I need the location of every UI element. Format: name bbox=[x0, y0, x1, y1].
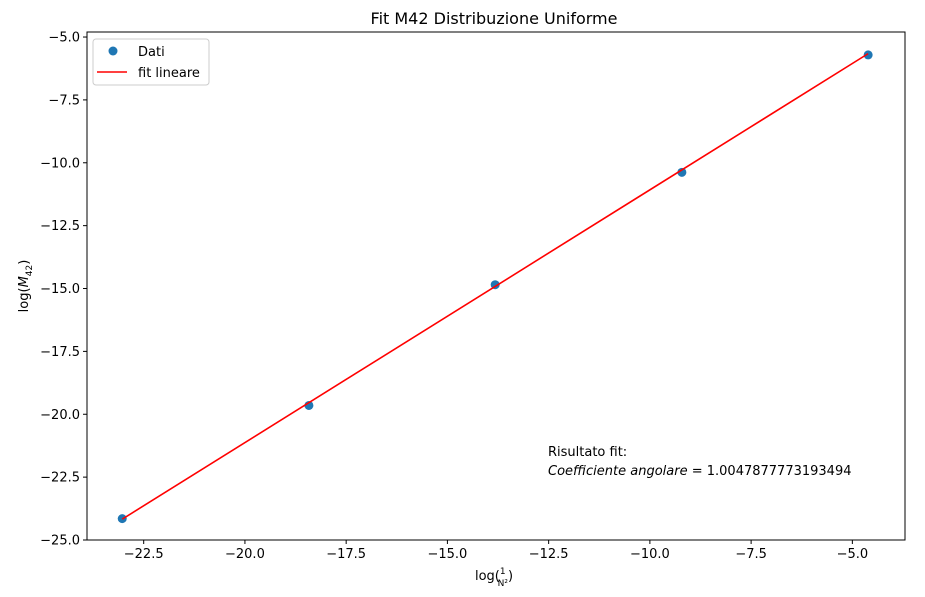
x-axis-label-denominator: N² bbox=[498, 579, 509, 589]
legend-label-fit: fit lineare bbox=[138, 66, 200, 81]
fit-annotation: Risultato fit: Coefficiente angolare = 1… bbox=[548, 445, 852, 479]
plot-frame bbox=[86, 31, 906, 541]
x-axis-label-numerator: 1 bbox=[500, 567, 506, 577]
y-tick-label: −25.0 bbox=[40, 534, 80, 549]
fit-line bbox=[121, 52, 869, 520]
y-axis: −5.0 −7.5 −10.0 −12.5 −15.0 −17.5 −20.0 −22.5 −2… bbox=[40, 31, 87, 549]
y-tick-label: −5.0 bbox=[48, 31, 80, 46]
y-tick-label: −22.5 bbox=[40, 471, 80, 486]
y-tick-label: −15.0 bbox=[40, 282, 80, 297]
x-axis: −22.5 −20.0 −17.5 −15.0 −12.5 −10.0 −7.5 −5.0 bbox=[124, 540, 868, 562]
x-tick-label: −17.5 bbox=[326, 547, 366, 562]
annotation-line1: Risultato fit: bbox=[548, 445, 627, 460]
y-axis-label: log(M42) bbox=[17, 260, 35, 313]
y-tick-label: −10.0 bbox=[40, 156, 80, 171]
data-point bbox=[677, 167, 687, 177]
y-tick-label: −7.5 bbox=[48, 93, 80, 108]
annotation-line2: Coefficiente angolare = 1.00478777731934… bbox=[548, 464, 852, 479]
y-tick-label: −12.5 bbox=[40, 219, 80, 234]
legend-box bbox=[92, 38, 210, 86]
y-tick-label: −17.5 bbox=[40, 345, 80, 360]
x-tick-label: −10.0 bbox=[630, 547, 670, 562]
x-tick-label: −20.0 bbox=[225, 547, 265, 562]
chart-title: Fit M42 Distribuzione Uniforme bbox=[371, 9, 618, 28]
data-point bbox=[863, 50, 873, 60]
legend-marker-dati bbox=[108, 46, 118, 56]
y-tick-label: −20.0 bbox=[40, 408, 80, 423]
annotation-coefficient-label: Coefficiente angolare bbox=[548, 464, 688, 479]
x-tick-label: −7.5 bbox=[735, 547, 767, 562]
x-tick-label: −5.0 bbox=[837, 547, 869, 562]
series-layer bbox=[117, 50, 873, 524]
x-tick-label: −12.5 bbox=[529, 547, 569, 562]
y-axis-label-symbol: M bbox=[17, 276, 32, 287]
x-axis-label-prefix: log( bbox=[475, 569, 500, 584]
y-axis-label-subscript: 42 bbox=[25, 265, 35, 276]
x-tick-label: −15.0 bbox=[427, 547, 467, 562]
y-axis-label-suffix: ) bbox=[17, 260, 32, 265]
x-tick-label: −22.5 bbox=[124, 547, 164, 562]
y-axis-label-prefix: log( bbox=[17, 287, 32, 312]
x-axis-label-suffix: ) bbox=[508, 569, 513, 584]
legend-label-dati: Dati bbox=[138, 45, 165, 60]
legend: Dati fit lineare bbox=[92, 38, 210, 86]
x-axis-label: log(1 N²) bbox=[475, 567, 513, 589]
annotation-coefficient-value: = 1.0047877773193494 bbox=[688, 464, 852, 479]
